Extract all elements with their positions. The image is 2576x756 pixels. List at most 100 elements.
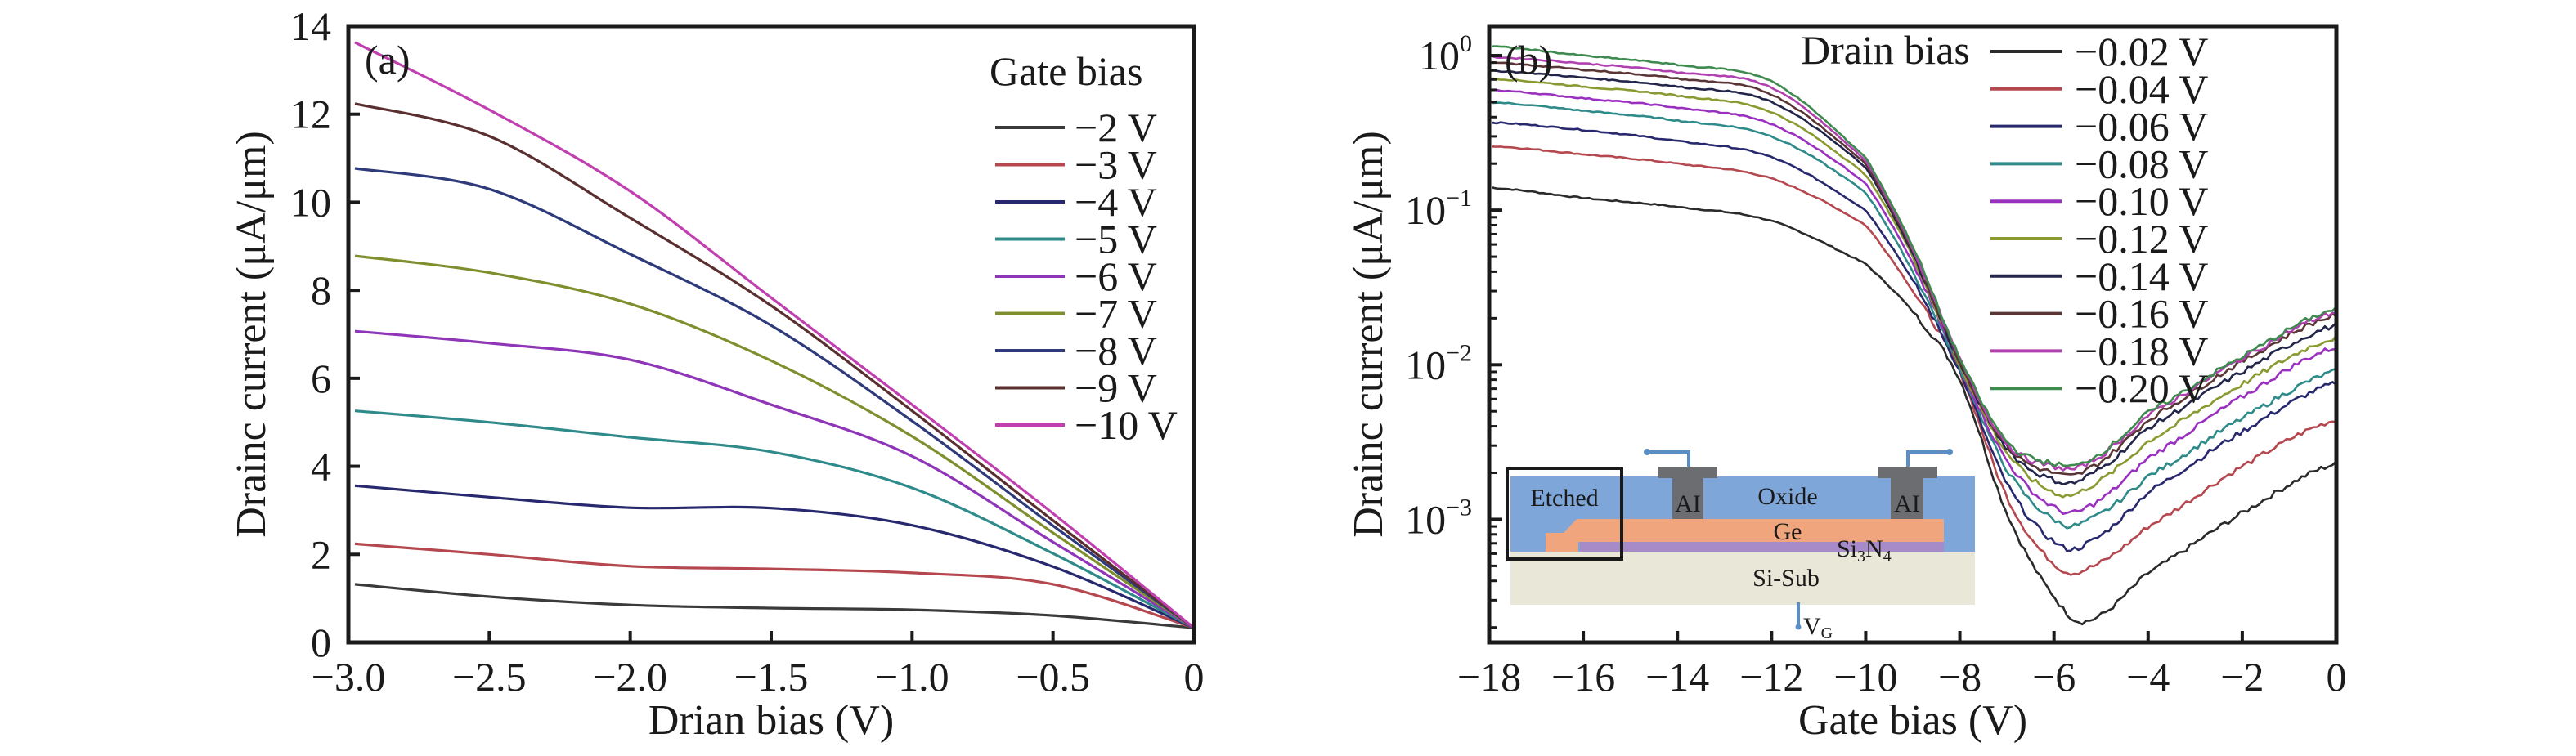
panel-a-y-tick-label: 10 — [290, 179, 331, 225]
panel-a-legend-title: Gate bias — [990, 48, 1142, 94]
panel-b-legend-label: −0.08 V — [2075, 141, 2208, 186]
tick-base: 10 — [1405, 496, 1446, 542]
panel-b-series-line — [1492, 121, 2337, 552]
panel-b-x-tick-label: −10 — [1833, 654, 1897, 700]
panel-a-legend-label: −10 V — [1075, 402, 1178, 448]
panel-a-series-line — [354, 102, 1195, 629]
panel-b-gate-bias-chart: Etched AI AI Oxide Ge Si3N4 Si-Sub VG −1… — [1345, 24, 2347, 744]
panel-b-curves — [1492, 45, 2338, 626]
inset-ge-layer — [1546, 519, 1944, 552]
panel-b-y-tick-label: 10−3 — [1405, 494, 1472, 542]
panel-a-series-line — [354, 254, 1195, 629]
inset-al-right-cap — [1878, 467, 1937, 478]
panel-b-legend-label: −0.16 V — [2075, 291, 2208, 337]
inset-si3n4-si: Si — [1837, 535, 1857, 562]
inset-si3n4-sub1: 3 — [1857, 548, 1865, 566]
panel-b-legend: Drain bias −0.02 V−0.04 V−0.06 V−0.08 V−… — [1801, 27, 2208, 411]
panel-a-x-tick-label: −1.0 — [875, 654, 949, 700]
panel-a-series-line — [354, 329, 1195, 629]
panel-a-series-line — [354, 542, 1195, 629]
panel-b-series-line — [1492, 69, 2337, 485]
inset-source-wire-icon — [1647, 450, 1690, 467]
panel-b-x-ticks: −18 −16 −14 −12 −10 −8 −6 −4 −2 0 — [1457, 631, 2347, 700]
inset-sisub-label: Si-Sub — [1752, 565, 1820, 592]
panel-b-x-tick-label: −16 — [1551, 654, 1615, 700]
panel-a-y-tick-label: 6 — [311, 356, 331, 401]
panel-b-x-tick-label: −12 — [1739, 654, 1803, 700]
tick-base: 10 — [1405, 187, 1446, 233]
inset-al-right-stem — [1891, 478, 1923, 519]
inset-oxide-label: Oxide — [1757, 483, 1817, 510]
inset-al-left-label: AI — [1675, 490, 1701, 517]
panel-b-series-line — [1492, 186, 2337, 626]
device-cross-section-inset: Etched AI AI Oxide Ge Si3N4 Si-Sub VG — [1506, 449, 1975, 642]
tick-base: 10 — [1419, 33, 1460, 78]
inset-vg-label: VG — [1803, 613, 1833, 642]
panel-a-legend-label: −2 V — [1075, 105, 1157, 150]
inset-drain-wire-end — [1946, 449, 1953, 455]
panel-b-plot-frame — [1487, 24, 2339, 645]
panel-a-y-tick-label: 2 — [311, 531, 331, 577]
panel-b-legend-label: −0.18 V — [2075, 328, 2208, 374]
panel-b-legend-label: −0.14 V — [2075, 253, 2208, 299]
panel-b-label: (b) — [1505, 37, 1552, 83]
panel-b-series-line — [1492, 88, 2337, 516]
inset-ge-label: Ge — [1774, 518, 1802, 545]
panel-a-legend-label: −7 V — [1075, 291, 1157, 337]
panel-b-series-line — [1492, 77, 2338, 499]
inset-al-left-stem — [1672, 478, 1703, 519]
tick-base: 10 — [1405, 342, 1446, 387]
panel-a-x-tick-label: −1.5 — [734, 654, 809, 700]
panel-b-x-tick-label: −6 — [2032, 654, 2076, 700]
tick-exponent: −3 — [1446, 494, 1472, 521]
panel-b-x-tick-label: −18 — [1457, 654, 1521, 700]
panel-a-series-line — [354, 41, 1196, 629]
panel-a-y-tick-label: 8 — [311, 267, 331, 313]
tick-exponent: −2 — [1446, 339, 1472, 366]
panel-b-x-tick-label: −14 — [1645, 654, 1709, 700]
panel-a-legend-label: −9 V — [1075, 365, 1157, 411]
panel-b-y-tick-label: 100 — [1419, 30, 1472, 78]
panel-b-y-tick-label: 10−1 — [1405, 185, 1472, 233]
inset-si3n4-n: N — [1865, 535, 1883, 562]
panel-a-x-tick-label: −3.0 — [312, 654, 386, 700]
panel-a-x-axis-title: Drian bias (V) — [648, 697, 894, 744]
panel-a-x-tick-label: 0 — [1184, 654, 1205, 700]
inset-si3n4-layer — [1580, 542, 1944, 552]
panel-b-series-line — [1492, 145, 2337, 576]
panel-a-legend-label: −8 V — [1075, 328, 1157, 374]
panel-a-legend-label: −6 V — [1075, 253, 1157, 299]
panel-b-legend-title: Drain bias — [1801, 27, 1970, 73]
panel-b-legend-label: −0.10 V — [2075, 178, 2208, 224]
panel-b-legend-label: −0.04 V — [2075, 66, 2208, 112]
panel-b-y-tick-label: 10−2 — [1405, 339, 1472, 387]
panel-a-legend-label: −5 V — [1075, 217, 1157, 262]
tick-exponent: −1 — [1446, 185, 1472, 212]
panel-a-series-line — [354, 583, 1195, 629]
inset-vg-sub: G — [1821, 624, 1833, 642]
panel-b-legend-label: −0.06 V — [2075, 104, 2208, 150]
panel-a-legend-label: −4 V — [1075, 179, 1157, 225]
panel-b-x-tick-label: −4 — [2126, 654, 2170, 700]
panel-b-series-line — [1492, 45, 2337, 467]
panel-a-y-tick-label: 4 — [311, 444, 331, 490]
inset-etched-region-box — [1506, 467, 1623, 561]
panel-a-legend-label: −3 V — [1075, 142, 1157, 188]
panel-a-series-line — [354, 484, 1195, 629]
panel-a-y-tick-label: 12 — [290, 92, 331, 137]
panel-a-y-axis-title: Drainc current (μA/μm) — [228, 131, 275, 538]
panel-b-x-axis-title: Gate bias (V) — [1798, 697, 2027, 744]
inset-drain-wire-icon — [1906, 450, 1950, 467]
panel-b-x-tick-label: 0 — [2327, 654, 2347, 700]
panel-b-x-tick-label: −2 — [2220, 654, 2264, 700]
panel-b-y-axis-title: Drainc current (μA/μm) — [1345, 131, 1392, 538]
panel-b-x-tick-label: −8 — [1938, 654, 1981, 700]
panel-a-curves — [354, 41, 1196, 629]
panel-a-x-ticks: −3.0 −2.5 −2.0 −1.5 −1.0 −0.5 0 — [312, 631, 1205, 700]
panel-b-legend-label: −0.12 V — [2075, 216, 2208, 262]
panel-a-series-line — [354, 167, 1195, 629]
panel-a-y-ticks: 0 2 4 6 8 10 12 14 — [290, 3, 360, 665]
inset-etched-label: Etched — [1530, 485, 1598, 512]
panel-b-legend-label: −0.02 V — [2075, 29, 2208, 74]
